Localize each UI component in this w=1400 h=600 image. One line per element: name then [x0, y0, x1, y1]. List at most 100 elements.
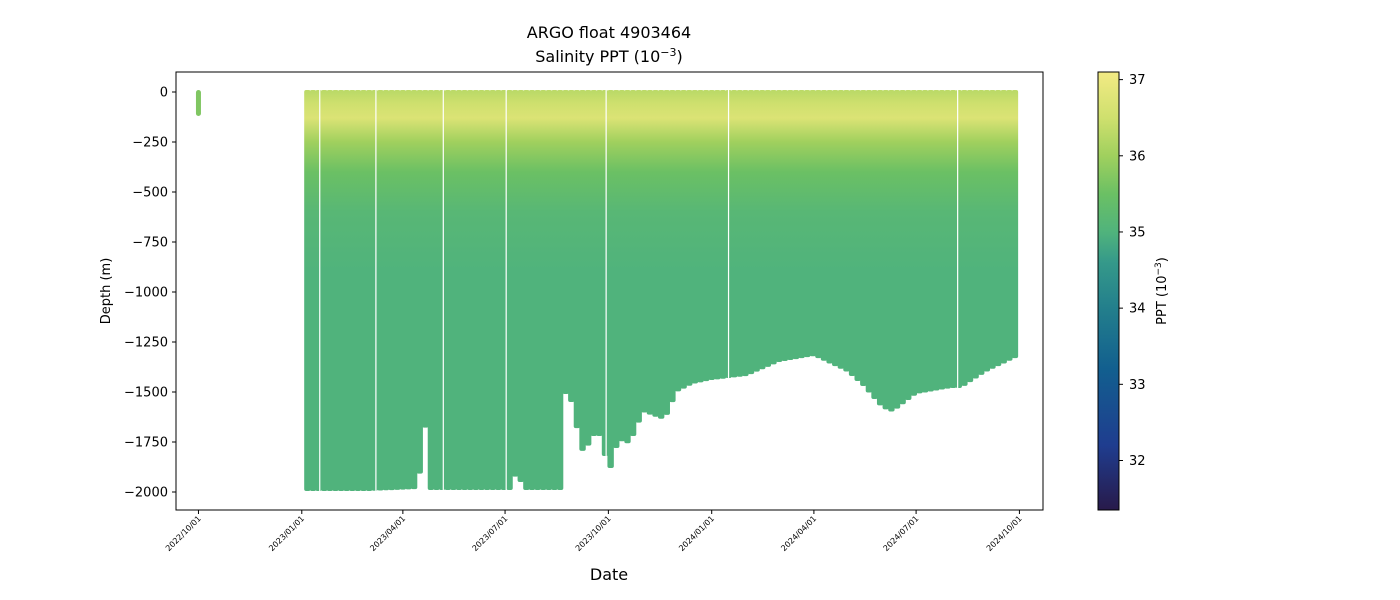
profile-bar-108	[910, 90, 918, 396]
chart-title: ARGO float 4903464	[527, 23, 691, 42]
profile-bar-30	[472, 90, 480, 490]
x-tick-label: 2024/07/01	[882, 514, 921, 553]
y-tick-label: −1250	[124, 336, 168, 351]
profile-bar-44	[551, 90, 558, 490]
y-tick-label: −500	[132, 186, 168, 201]
subtitle-prefix: Salinity PPT (10	[535, 47, 660, 66]
profile-bar-19	[410, 90, 418, 490]
profile-bar-92	[820, 90, 828, 361]
profile-bar-79	[747, 90, 755, 375]
profile-bar-47	[568, 90, 575, 402]
profile-bar-10	[360, 90, 367, 491]
colorbar-tick-label: 34	[1129, 302, 1146, 317]
colorbar	[1098, 72, 1119, 510]
profile-bar-72	[708, 90, 715, 380]
profile-bar-69	[691, 90, 699, 384]
profile-bar-16	[394, 90, 401, 490]
x-tick-label: 2023/04/01	[368, 514, 407, 553]
profile-bar-117	[961, 90, 968, 386]
profile-bar-66	[674, 90, 682, 392]
y-tick-label: −750	[132, 236, 168, 251]
x-tick-label: 2024/10/01	[985, 514, 1024, 553]
subtitle-suffix: )	[677, 47, 683, 66]
colorbar-tick-label: 37	[1129, 73, 1146, 88]
profile-bar-103	[882, 90, 889, 410]
profile-bar-113	[938, 90, 946, 390]
profile-bar-46	[562, 90, 569, 394]
profile-bar-73	[714, 90, 721, 380]
profile-bar-88	[798, 90, 805, 359]
y-tick-label: 0	[160, 86, 168, 101]
profile-bar-34	[495, 90, 502, 490]
profile-bar-123	[994, 90, 1002, 367]
x-tick-label: 2023/07/01	[471, 514, 510, 553]
profile-bar-7	[343, 90, 350, 491]
colorbar-tick-label: 35	[1129, 225, 1146, 240]
profile-bar-71	[702, 90, 710, 382]
profile-bar-2	[315, 90, 322, 491]
profile-bar-21	[422, 90, 429, 428]
profile-bar-35	[500, 90, 508, 490]
subtitle-superscript: −3	[660, 46, 676, 59]
profile-bar-74	[719, 90, 727, 379]
profile-bar-94	[832, 90, 839, 367]
profile-bar-83	[770, 90, 777, 365]
x-axis-label: Date	[590, 565, 628, 584]
profile-bar-98	[854, 90, 861, 381]
profile-bar-122	[989, 90, 996, 369]
profile-bar-85	[781, 90, 788, 362]
profile-bar-63	[657, 90, 665, 419]
profile-bar-107	[905, 90, 912, 400]
profile-bar-99	[860, 90, 867, 386]
profile-bar-14	[382, 90, 390, 491]
profile-bar-52	[596, 90, 603, 436]
profile-bar-100	[865, 90, 873, 393]
profile-bar-109	[916, 90, 923, 394]
profile-bar-77	[736, 90, 743, 377]
profile-bar-105	[893, 90, 901, 409]
profile-bar-97	[848, 90, 856, 376]
profile-bar-53	[601, 90, 609, 456]
profile-bar-48	[573, 90, 581, 429]
profile-bar-76	[730, 90, 738, 378]
profile-bar-38	[517, 90, 524, 482]
profile-bar-80	[753, 90, 760, 372]
profile-bar-116	[955, 90, 962, 388]
x-tick-label: 2024/01/01	[677, 514, 716, 553]
profile-bar-124	[1000, 90, 1007, 364]
profile-bar-120	[978, 90, 985, 375]
profile-bar-56	[618, 90, 626, 442]
y-tick-label: −2000	[124, 486, 168, 501]
x-tick-label: 2023/01/01	[267, 514, 306, 553]
profile-bar-59	[635, 90, 642, 423]
profile-bar-54	[607, 90, 614, 468]
profile-bar-4	[326, 90, 334, 491]
colorbar-label-suffix: )	[1155, 257, 1170, 262]
colorbar-tick-label: 36	[1129, 149, 1146, 164]
profile-bar-36	[506, 90, 513, 490]
profile-bar-33	[489, 90, 496, 490]
profile-bar-104	[888, 90, 895, 412]
profile-bar-95	[837, 90, 845, 369]
profile-bar-0	[304, 90, 311, 491]
y-tick-label: −1500	[124, 386, 168, 401]
profile-bar-58	[629, 90, 637, 436]
profile-bar-126	[1011, 90, 1019, 359]
profile-bar-41	[534, 90, 541, 490]
profile-bar-67	[680, 90, 687, 389]
x-tick-label: 2023/10/01	[574, 514, 613, 553]
profile-bar-39	[523, 90, 530, 490]
profile-bar-64	[663, 90, 670, 415]
profile-bar-11	[365, 90, 373, 491]
colorbar-tick-label: 33	[1129, 378, 1146, 393]
y-axis-label: Depth (m)	[99, 258, 114, 325]
profile-bar-81	[759, 90, 766, 370]
colorbar-axis: 32 33 34 35 36 37	[1119, 73, 1146, 469]
profile-bar-93	[826, 90, 833, 364]
profile-bar-13	[377, 90, 384, 491]
profile-bar-118	[966, 90, 974, 383]
profile-bar-90	[809, 90, 816, 357]
profile-bar-82	[764, 90, 772, 367]
profile-bar-57	[624, 90, 631, 444]
